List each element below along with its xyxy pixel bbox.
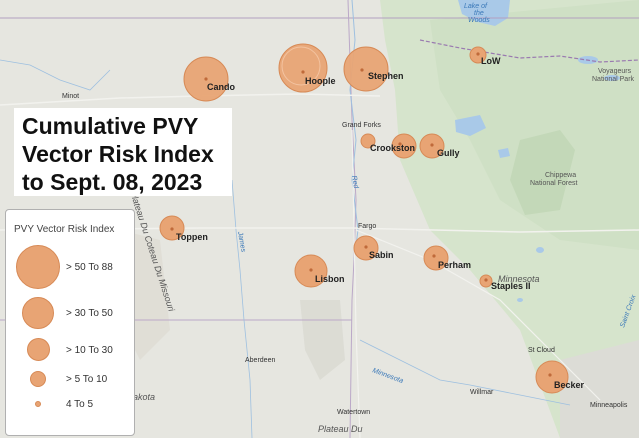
legend-title: PVY Vector Risk Index [14, 224, 115, 235]
legend-label: > 30 To 50 [66, 308, 113, 319]
legend-panel: PVY Vector Risk Index > 50 To 88 > 30 To… [5, 209, 135, 436]
site-stephen[interactable]: Stephen [343, 46, 404, 92]
place-label-minot: Minot [62, 93, 79, 100]
legend-label: > 50 To 88 [66, 262, 113, 273]
feature-minnesota-state: Minnesota [498, 274, 540, 284]
site-label: Staples II [491, 281, 531, 291]
feature-chippewa-line2: National Forest [530, 180, 578, 187]
site-label: Cando [207, 82, 236, 92]
site-label: Hoople [305, 76, 336, 86]
place-label-grand-forks: Grand Forks [342, 122, 381, 129]
place-label-watertown: Watertown [337, 409, 370, 416]
legend-row: > 30 To 50 [6, 297, 134, 333]
feature-lake-of-the-woods-line2: the [474, 10, 484, 17]
legend-row: 4 To 5 [6, 399, 134, 413]
site-lisbon[interactable]: Lisbon [294, 254, 345, 288]
site-becker[interactable]: Becker [535, 360, 585, 394]
site-sabin[interactable]: Sabin [353, 235, 394, 261]
legend-label: > 5 To 10 [66, 374, 108, 385]
site-low[interactable]: LoW [469, 46, 501, 66]
site-perham[interactable]: Perham [423, 245, 471, 271]
site-label: Crookston [370, 143, 415, 153]
legend-circle-md [27, 338, 50, 361]
place-label-aberdeen: Aberdeen [245, 357, 275, 364]
place-label-minneapolis: Minneapolis [590, 402, 628, 409]
site-hoople[interactable]: Hoople [278, 43, 336, 93]
feature-chippewa-line1: Chippewa [545, 172, 576, 179]
legend-label: 4 To 5 [66, 399, 94, 410]
site-staples-ii[interactable]: Staples II [479, 274, 531, 291]
site-label: Gully [437, 148, 460, 158]
map-title: Cumulative PVY Vector Risk Index to Sept… [14, 108, 232, 196]
site-label: Becker [554, 380, 585, 390]
site-cando[interactable]: Cando [183, 56, 236, 102]
legend-circle-xl [16, 245, 60, 289]
site-label: Lisbon [315, 274, 345, 284]
map-title-line-1: Cumulative PVY [22, 113, 199, 139]
feature-voyageurs-line1: Voyageurs [598, 68, 632, 75]
legend-row: > 10 To 30 [6, 338, 134, 366]
legend-circle-xs [35, 401, 41, 407]
map-title-line-3: to Sept. 08, 2023 [22, 169, 203, 195]
place-label-fargo: Fargo [358, 223, 376, 230]
feature-lake-of-the-woods-line3: Woods [468, 17, 490, 24]
site-label: Perham [438, 260, 471, 270]
feature-lake-of-the-woods-line1: Lake of [464, 3, 488, 10]
legend-circle-sm [30, 371, 46, 387]
feature-dakota-fragment: akota [133, 392, 155, 402]
legend-circle-lg [22, 297, 54, 329]
site-gully[interactable]: Gully [419, 133, 460, 159]
site-label: LoW [481, 56, 501, 66]
site-crookston[interactable]: Crookston [360, 133, 417, 159]
site-label: Stephen [368, 71, 404, 81]
place-label-st-cloud: St Cloud [528, 347, 555, 354]
site-label: Sabin [369, 250, 394, 260]
site-toppen[interactable]: Toppen [159, 215, 208, 242]
legend-row: > 5 To 10 [6, 371, 134, 391]
site-label: Toppen [176, 232, 208, 242]
feature-james-river: James [236, 230, 247, 253]
feature-voyageurs-line2: National Park [592, 76, 635, 83]
map-title-line-2: Vector Risk Index [22, 141, 214, 167]
feature-red-river: Red [350, 175, 359, 190]
legend-label: > 10 To 30 [66, 345, 113, 356]
legend-row: > 50 To 88 [6, 245, 134, 293]
place-label-willmar: Willmar [470, 389, 494, 396]
feature-plateau: Plateau Du [318, 424, 363, 434]
